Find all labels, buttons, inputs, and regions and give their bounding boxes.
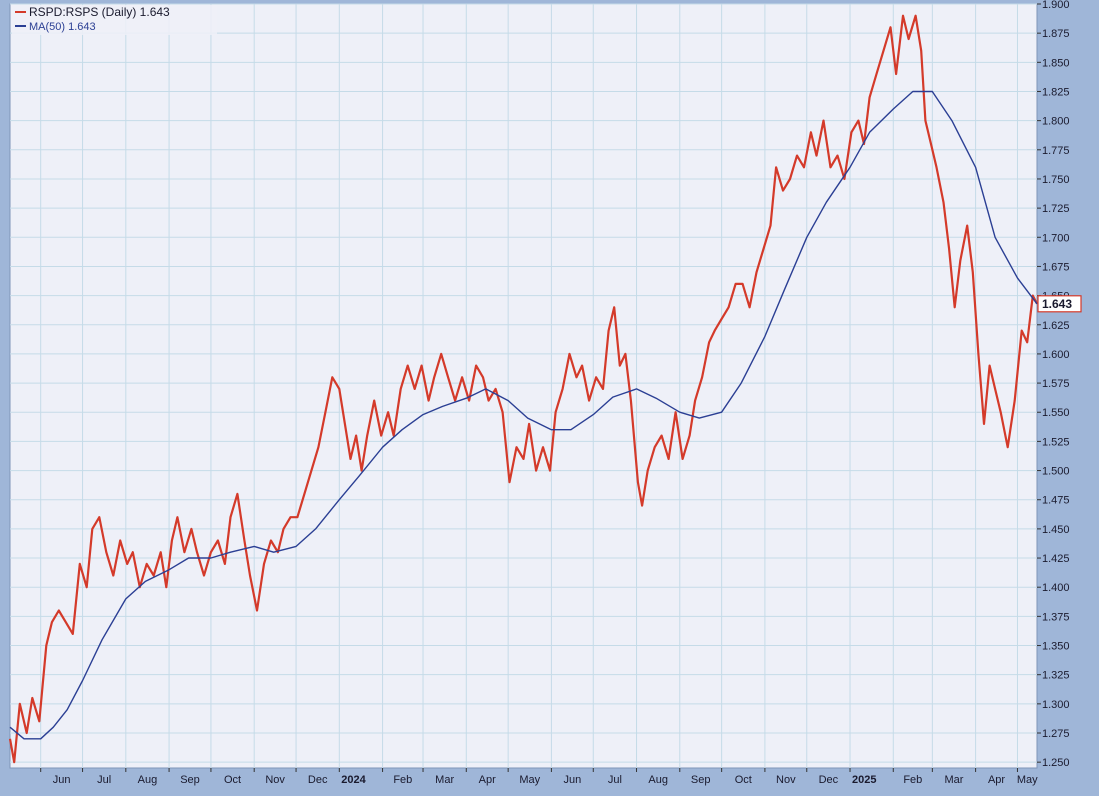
x-tick-label: Nov <box>776 774 796 786</box>
y-tick-label: 1.300 <box>1042 699 1070 711</box>
last-value-tag-box <box>1037 295 1082 313</box>
last-value-tag-text: 1.643 <box>1042 297 1072 311</box>
x-tick-label: Dec <box>308 774 328 786</box>
y-tick-label: 1.450 <box>1042 524 1070 536</box>
x-tick-label: Feb <box>393 774 412 786</box>
y-tick-label: 1.400 <box>1042 582 1070 594</box>
x-tick-label: Apr <box>988 774 1005 786</box>
y-tick-label: 1.700 <box>1042 232 1070 244</box>
x-tick-label: Nov <box>265 774 285 786</box>
x-tick-label: Feb <box>903 774 922 786</box>
x-tick-label: Mar <box>944 774 963 786</box>
x-tick-label: Dec <box>819 774 839 786</box>
y-tick-label: 1.250 <box>1042 757 1070 769</box>
legend: RSPD:RSPS (Daily) 1.643 MA(50) 1.643 <box>12 5 217 35</box>
legend-ma-label: MA(50) 1.643 <box>29 21 96 33</box>
x-tick-label: Apr <box>479 774 496 786</box>
x-tick-label: 2025 <box>852 774 876 786</box>
x-tick-label: Jun <box>53 774 71 786</box>
y-tick-label: 1.800 <box>1042 116 1070 128</box>
series-layer <box>8 14 1038 764</box>
y-tick-label: 1.550 <box>1042 407 1070 419</box>
y-tick-label: 1.275 <box>1042 728 1070 740</box>
last-value-tag: 1.643 <box>1037 295 1082 313</box>
legend-price-label: RSPD:RSPS (Daily) 1.643 <box>29 5 170 19</box>
y-tick-label: 1.350 <box>1042 641 1070 653</box>
y-tick-label: 1.725 <box>1042 203 1070 215</box>
y-tick-label: 1.850 <box>1042 57 1070 69</box>
y-tick-label: 1.900 <box>1042 0 1070 11</box>
y-tick-label: 1.500 <box>1042 466 1070 478</box>
x-tick-label: Oct <box>224 774 241 786</box>
price-series-line <box>8 14 1038 764</box>
x-tick-label: May <box>519 774 540 786</box>
x-tick-label: Sep <box>180 774 200 786</box>
x-tick-label: Sep <box>691 774 711 786</box>
x-tick-label: Aug <box>648 774 668 786</box>
x-tick-label: Jun <box>563 774 581 786</box>
y-tick-label: 1.875 <box>1042 28 1070 40</box>
x-tick-label: Mar <box>435 774 454 786</box>
x-tick-label: Oct <box>735 774 752 786</box>
y-tick-label: 1.625 <box>1042 320 1070 332</box>
y-tick-label: 1.375 <box>1042 611 1070 623</box>
y-tick-label: 1.825 <box>1042 86 1070 98</box>
y-tick-label: 1.425 <box>1042 553 1070 565</box>
grid <box>10 3 1037 768</box>
y-tick-label: 1.475 <box>1042 495 1070 507</box>
y-tick-label: 1.750 <box>1042 174 1070 186</box>
y-tick-label: 1.575 <box>1042 378 1070 390</box>
x-tick-label: May <box>1017 774 1038 786</box>
x-tick-label: Jul <box>97 774 111 786</box>
y-tick-label: 1.525 <box>1042 436 1070 448</box>
x-tick-label: 2024 <box>341 774 366 786</box>
x-axis: Jun Jul Aug Sep Oct Nov Dec 2024 Feb Mar Apr May Jun… <box>40 768 1038 786</box>
x-tick-label: Jul <box>608 774 622 786</box>
y-tick-label: 1.600 <box>1042 349 1070 361</box>
x-tick-label: Aug <box>138 774 158 786</box>
y-tick-label: 1.675 <box>1042 261 1070 273</box>
legend-background <box>12 5 217 35</box>
ma50-series-line <box>9 90 1038 740</box>
y-tick-label: 1.775 <box>1042 145 1070 157</box>
y-tick-label: 1.325 <box>1042 670 1070 682</box>
